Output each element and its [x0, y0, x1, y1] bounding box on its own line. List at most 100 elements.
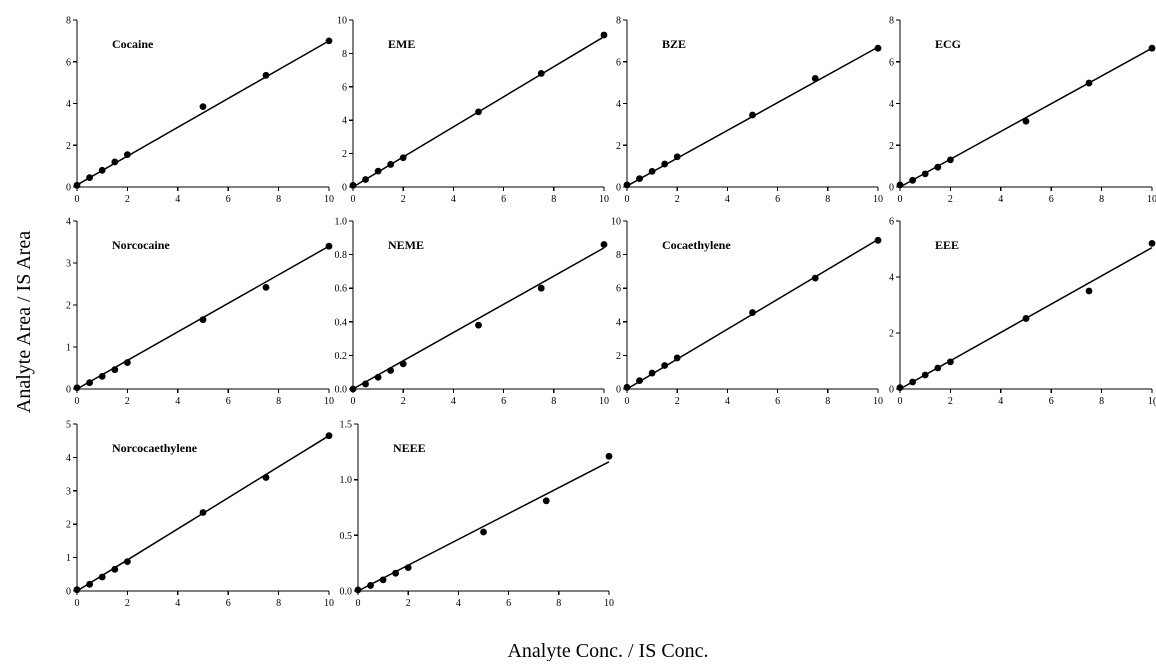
data-point [374, 167, 382, 175]
x-tick-label: 8 [825, 396, 830, 407]
data-point [475, 108, 482, 116]
data-point [111, 366, 119, 374]
y-tick-label: 2 [616, 141, 621, 152]
y-tick-label: 0 [66, 183, 71, 194]
data-point [475, 321, 482, 329]
data-point [73, 384, 81, 392]
x-tick-label: 6 [501, 194, 506, 205]
y-tick-label: 6 [889, 57, 894, 68]
panel-title: BZE [662, 37, 686, 51]
data-point [947, 156, 954, 164]
x-tick-label: 6 [226, 194, 231, 205]
data-point [921, 371, 929, 379]
data-point [648, 369, 656, 377]
panel-title: Norcocaethylene [112, 441, 198, 455]
y-tick-label: 4 [66, 99, 71, 110]
data-point [325, 37, 333, 45]
y-tick-label: 4 [66, 217, 71, 228]
x-tick-label: 2 [675, 194, 680, 205]
x-tick-label: 2 [125, 194, 130, 205]
panel-title: NEEE [393, 441, 426, 455]
x-tick-label: 4 [998, 194, 1003, 205]
x-tick-label: 4 [456, 598, 461, 609]
x-tick-label: 0 [75, 194, 80, 205]
x-tick-label: 2 [125, 598, 130, 609]
regression-line [76, 40, 330, 186]
x-tick-label: 0 [351, 194, 356, 205]
data-point [86, 580, 93, 588]
data-point [262, 474, 270, 481]
data-point [124, 558, 131, 566]
x-tick-label: 8 [276, 396, 281, 407]
x-tick-label: 4 [725, 396, 730, 407]
y-tick-label: 0 [342, 183, 347, 194]
data-point [111, 565, 119, 573]
data-point [98, 166, 106, 174]
data-point [896, 384, 904, 391]
data-point [349, 385, 357, 393]
data-point [947, 358, 954, 366]
x-tick-label: 6 [1049, 396, 1054, 407]
y-tick-label: 0.8 [335, 250, 348, 261]
data-point [537, 70, 545, 77]
panel: 0 2 4 6 8 10 0 2 4 6 8 10 Cocaethylene [611, 217, 883, 408]
y-tick-label: 2 [889, 329, 894, 340]
data-point [111, 158, 119, 166]
y-tick-label: 0 [66, 587, 71, 598]
data-point [262, 283, 270, 291]
x-tick-label: 2 [948, 194, 953, 205]
data-point [399, 154, 407, 162]
panel: 0 2 4 6 8 10 0.0 0.2 0.4 0.6 0.8 1.0 NEME [335, 217, 610, 408]
x-tick-label: 4 [725, 194, 730, 205]
x-tick-label: 6 [506, 598, 511, 609]
data-point [367, 582, 374, 589]
regression-line [352, 247, 605, 390]
x-tick-label: 10 [599, 194, 609, 205]
x-tick-label: 4 [175, 396, 180, 407]
x-tick-label: 6 [501, 396, 506, 407]
x-tick-label: 2 [675, 396, 680, 407]
regression-line [357, 461, 610, 592]
panel: 0 2 4 6 8 10 0 2 4 6 8 ECG [889, 16, 1156, 206]
y-tick-label: 10 [611, 217, 621, 228]
global-x-axis-label: Analyte Conc. / IS Conc. [507, 640, 708, 661]
data-point [98, 373, 106, 380]
panel-title: Cocaine [112, 37, 154, 51]
data-point [354, 586, 362, 594]
x-tick-label: 6 [226, 598, 231, 609]
y-tick-label: 6 [616, 57, 621, 68]
data-point [387, 367, 395, 374]
data-point [909, 378, 916, 386]
data-point [379, 576, 387, 584]
y-tick-label: 0.0 [340, 587, 353, 598]
panel: 0 2 4 6 8 10 0 2 4 6 8 Cocaine [66, 16, 334, 206]
data-point [392, 569, 400, 577]
data-point [636, 175, 643, 183]
data-point [921, 170, 929, 178]
data-point [480, 528, 487, 536]
y-tick-label: 0 [889, 183, 894, 194]
x-tick-label: 4 [451, 194, 456, 205]
x-tick-label: 4 [998, 396, 1003, 407]
x-tick-label: 8 [1099, 396, 1104, 407]
y-tick-label: 10 [337, 16, 347, 27]
x-tick-label: 4 [175, 194, 180, 205]
y-tick-label: 0 [616, 183, 621, 194]
data-point [934, 364, 942, 372]
x-tick-label: 10 [873, 194, 883, 205]
x-tick-label: 0 [625, 396, 630, 407]
y-tick-label: 4 [616, 317, 621, 328]
x-tick-label: 0 [75, 396, 80, 407]
y-tick-label: 0.5 [340, 531, 353, 542]
y-tick-label: 8 [342, 49, 347, 60]
x-tick-label: 2 [401, 396, 406, 407]
y-tick-label: 3 [66, 259, 71, 270]
data-point [362, 176, 369, 183]
panel-title: NEME [388, 238, 424, 252]
data-point [605, 452, 613, 460]
y-tick-label: 1 [66, 343, 71, 354]
x-tick-label: 10 [324, 194, 334, 205]
y-tick-label: 8 [889, 16, 894, 27]
data-point [896, 181, 904, 189]
